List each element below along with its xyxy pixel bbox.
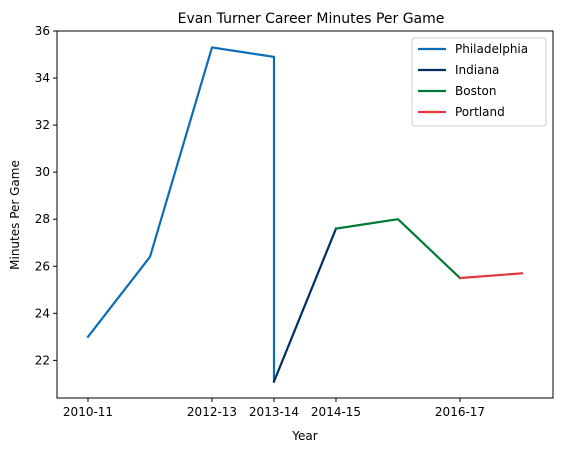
series-line-portland (458, 272, 524, 280)
chart-title: Evan Turner Career Minutes Per Game (178, 11, 445, 27)
y-axis-label: Minutes Per Game (8, 160, 22, 270)
x-tick-label: 2016-17 (435, 405, 485, 419)
x-tick-label: 2012-13 (187, 405, 237, 419)
series-line-philadelphia (86, 46, 276, 383)
series-line-indiana (272, 227, 338, 383)
legend-label-boston: Boston (455, 84, 496, 98)
y-tick-label: 22 (35, 353, 50, 367)
plot-area: 22 24 26 28 30 32 34 36 2010-11 2012-13 2013-14 201… (35, 24, 554, 419)
y-tick-label: 28 (35, 212, 50, 226)
legend-label-portland: Portland (455, 105, 505, 119)
y-tick-label: 34 (35, 71, 50, 85)
y-tick-label: 32 (35, 118, 50, 132)
y-tick-label: 26 (35, 259, 50, 273)
y-tick-label: 24 (35, 306, 50, 320)
x-tick-label: 2010-11 (63, 405, 113, 419)
x-tick-label: 2013-14 (249, 405, 299, 419)
legend: Philadelphia Indiana Boston Portland (411, 37, 547, 127)
x-tick-label: 2014-15 (311, 405, 361, 419)
x-axis-label: Year (291, 429, 317, 443)
legend-label-philadelphia: Philadelphia (455, 42, 528, 56)
legend-box (411, 37, 547, 127)
series-line-boston (334, 218, 462, 280)
plot-frame (56, 30, 554, 399)
y-tick-label: 36 (35, 24, 50, 38)
y-tick-label: 30 (35, 165, 50, 179)
legend-label-indiana: Indiana (455, 63, 499, 77)
